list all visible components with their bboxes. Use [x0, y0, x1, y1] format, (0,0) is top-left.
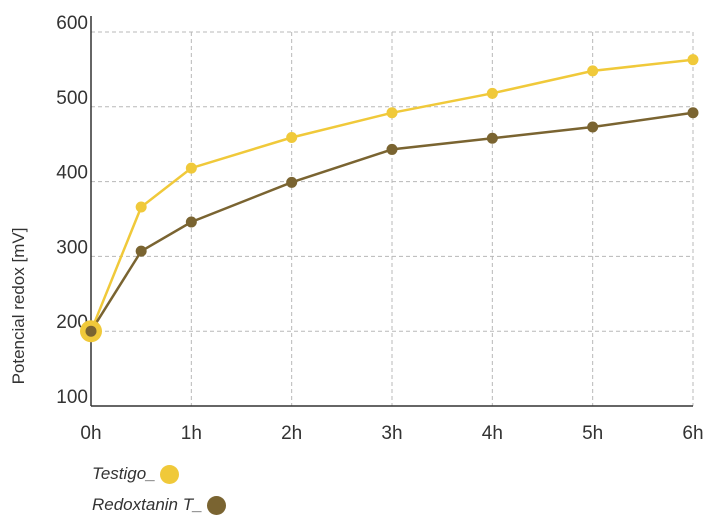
series-line-redoxtanin-t — [89, 111, 694, 332]
x-tick-label-6h: 6h — [682, 423, 703, 444]
legend-swatch-redoxtanin — [206, 495, 226, 515]
y-tick-label-500: 500 — [56, 88, 88, 109]
legend-label-redoxtanin: Redoxtanin T_ — [92, 495, 203, 514]
legend-item-testigo: Testigo_ — [92, 464, 179, 484]
data-point-redoxtanin-t-0 — [85, 325, 97, 337]
series-layer — [80, 54, 699, 343]
data-point-testigo-5 — [486, 87, 498, 99]
x-tick-label-2h: 2h — [281, 423, 302, 444]
data-point-redoxtanin-t-6 — [587, 121, 599, 133]
data-point-redoxtanin-t-7 — [687, 107, 699, 119]
x-tick-label-4h: 4h — [482, 423, 503, 444]
y-tick-label-600: 600 — [56, 13, 88, 34]
x-tick-label-5h: 5h — [582, 423, 603, 444]
data-point-testigo-4 — [386, 107, 398, 119]
line-chart: 0h 1h 2h 3h 4h 5h 6h 100 200 300 400 500 600 Potenc… — [9, 13, 704, 444]
y-tick-label-400: 400 — [56, 163, 88, 184]
x-tick-label-0h: 0h — [80, 423, 101, 444]
data-point-testigo-3 — [286, 131, 298, 143]
x-tick-label-3h: 3h — [381, 423, 402, 444]
data-point-redoxtanin-t-4 — [386, 143, 398, 155]
y-tick-label-100: 100 — [56, 387, 88, 408]
x-tick-label-1h: 1h — [181, 423, 202, 444]
y-tick-label-200: 200 — [56, 312, 88, 333]
y-axis-label: Potencial redox [mV] — [9, 228, 28, 385]
data-point-testigo-7 — [687, 54, 699, 66]
series-line-testigo — [89, 58, 694, 332]
y-tick-labels: 100 200 300 400 500 600 — [56, 13, 88, 408]
data-point-redoxtanin-t-1 — [135, 245, 147, 257]
data-point-redoxtanin-t-3 — [286, 176, 298, 188]
legend-label-testigo: Testigo_ — [92, 464, 156, 483]
x-tick-labels: 0h 1h 2h 3h 4h 5h 6h — [80, 423, 703, 444]
data-point-redoxtanin-t-2 — [185, 216, 197, 228]
y-tick-label-300: 300 — [56, 237, 88, 258]
legend-item-redoxtanin: Redoxtanin T_ — [92, 495, 226, 515]
legend-swatch-testigo — [159, 464, 179, 484]
data-point-testigo-1 — [135, 201, 147, 213]
data-point-redoxtanin-t-5 — [486, 132, 498, 144]
grid-lines — [91, 31, 694, 406]
data-point-testigo-6 — [587, 65, 599, 77]
data-point-testigo-2 — [185, 162, 197, 174]
